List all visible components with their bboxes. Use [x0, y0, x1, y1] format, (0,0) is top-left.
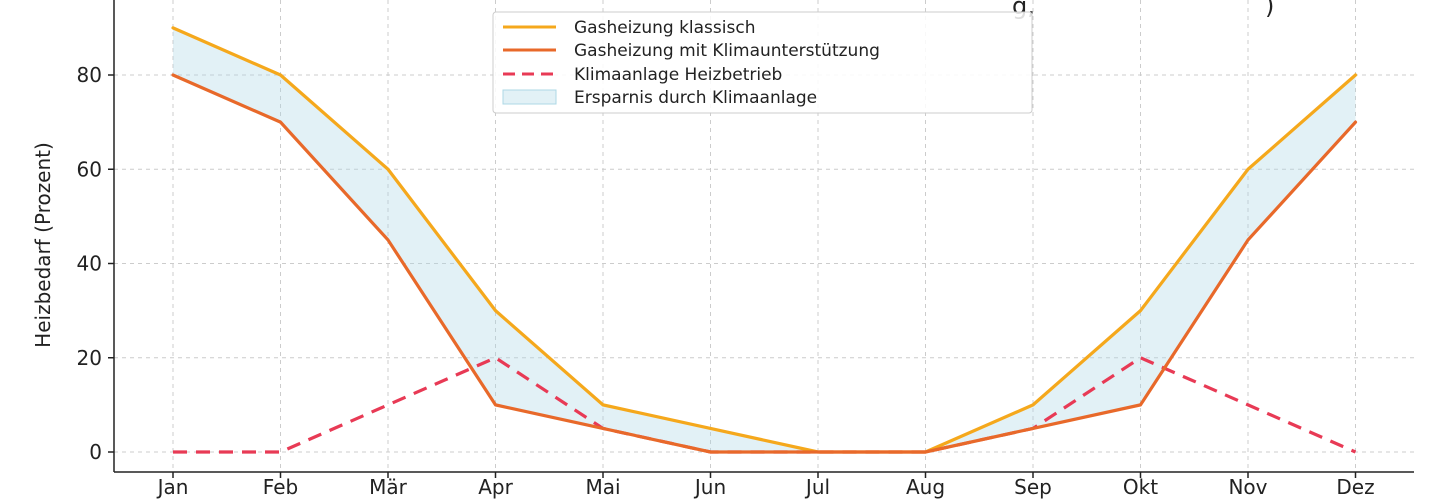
x-tick-label: Jun	[693, 475, 726, 499]
x-tick-label: Dez	[1336, 475, 1374, 499]
x-tick-label: Nov	[1228, 475, 1267, 499]
savings-area	[173, 27, 1356, 452]
x-tick-label: Mai	[585, 475, 620, 499]
series-line-0	[171, 26, 1358, 454]
x-tick-label: Apr	[478, 475, 513, 499]
x-tick-label: Okt	[1123, 475, 1158, 499]
legend-label-gasheizung-klassisch: Gasheizung klassisch	[574, 18, 755, 38]
legend: Gasheizung klassisch Gasheizung mit Klim…	[492, 11, 1033, 114]
legend-label-gasheizung-mit-klimaunterstuetzung: Gasheizung mit Klimaunterstützung	[574, 41, 880, 61]
x-tick-label: Feb	[263, 475, 298, 499]
y-tick-label: 0	[89, 440, 102, 464]
x-tick-label: Jul	[804, 475, 830, 499]
y-tick-label: 60	[77, 157, 102, 181]
y-tick-label: 80	[77, 63, 102, 87]
y-tick-label: 20	[77, 346, 102, 370]
x-tick-label: Mär	[369, 475, 408, 499]
y-tick-label: 40	[77, 252, 102, 276]
y-axis-title: Heizbedarf (Prozent)	[31, 142, 55, 348]
legend-label-ersparnis: Ersparnis durch Klimaanlage	[574, 88, 817, 108]
x-tick-label: Aug	[906, 475, 945, 499]
axes-layer	[113, 0, 1414, 473]
legend-label-klimaanlage-heizbetrieb: Klimaanlage Heizbetrieb	[574, 65, 782, 85]
x-tick-label: Sep	[1014, 475, 1052, 499]
legend-frame	[492, 11, 1033, 114]
fill-layer	[173, 27, 1356, 452]
series-line-2	[173, 356, 1357, 454]
lines-layer	[171, 26, 1358, 454]
ticks-layer: Jan Feb Mär Apr Mai Jun Jul Aug Sep Okt Nov Dez 0 20 4…	[77, 63, 1375, 499]
chart-title-fragment-right: )	[1265, 0, 1274, 20]
legend-swatch-ersparnis	[502, 89, 557, 105]
series-line-1	[171, 73, 1358, 454]
x-tick-label: Jan	[156, 475, 189, 499]
